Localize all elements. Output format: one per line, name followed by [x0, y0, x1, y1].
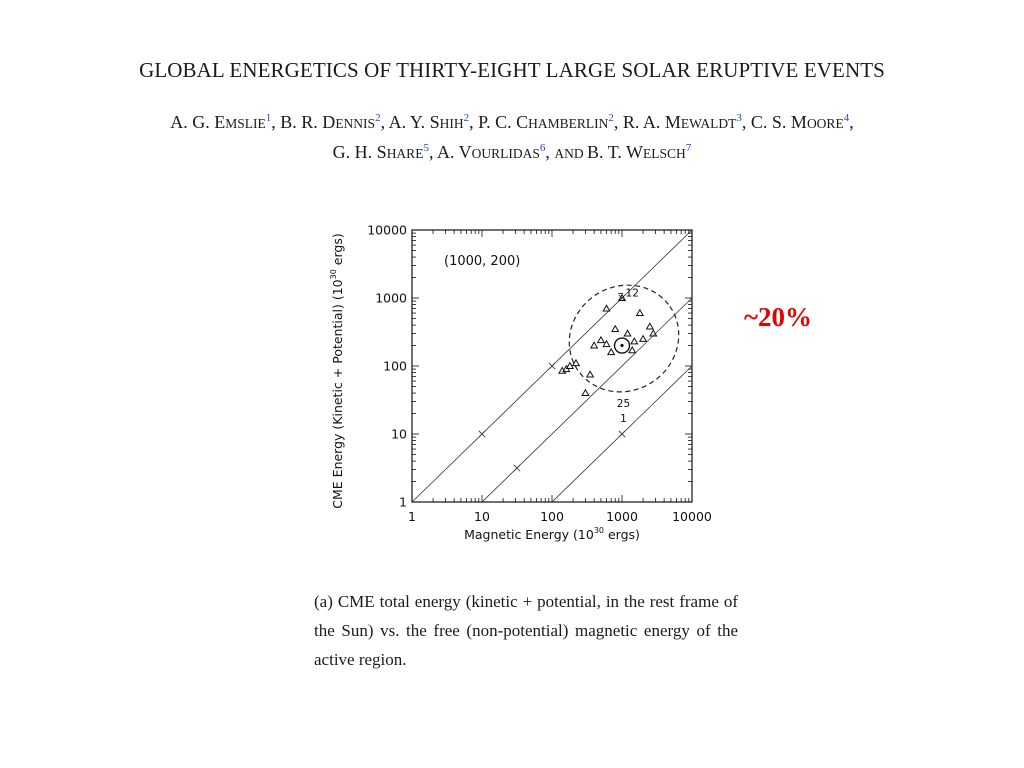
x-tick-label: 10000: [672, 509, 712, 524]
x-tick-label: 1000: [606, 509, 638, 524]
affiliation-mark[interactable]: 6: [539, 142, 546, 154]
figure-energy-scatter: 1 10 100 1000 10000 1 10 100 1000 10000 Magnetic E…: [325, 185, 725, 565]
data-point: [571, 358, 581, 367]
author-initials: B. T. W: [587, 142, 644, 162]
data-point: [602, 339, 611, 348]
author-name: R. A. Mewaldt3,: [623, 112, 751, 132]
affiliation-mark[interactable]: 1: [265, 112, 272, 124]
affiliation-mark[interactable]: 3: [736, 112, 742, 124]
paper-title: GLOBAL ENERGETICS OF THIRTY-EIGHT LARGE …: [139, 58, 885, 82]
author-initials: A. V: [436, 142, 472, 162]
data-point: [630, 337, 639, 345]
data-point: [565, 361, 575, 369]
data-point: [581, 388, 590, 397]
data-point: [585, 370, 595, 378]
author-name: B. R. Dennis2,: [280, 112, 388, 132]
author-list: A. G. Emslie1, B. R. Dennis2, A. Y. Shih…: [20, 108, 1004, 168]
mean-point-dot: [620, 343, 624, 348]
point-label: 12: [626, 288, 639, 300]
y-axis-label: CME Energy (Kinetic + Potential) (1030 e…: [329, 233, 345, 508]
x-tick-label: 100: [540, 509, 564, 524]
affiliation-mark[interactable]: 7: [685, 142, 692, 154]
author-name: A. G. Emslie1,: [170, 112, 280, 132]
ratio-marker: [513, 464, 521, 472]
author-name: B. T. Welsch7: [587, 142, 691, 162]
data-point: [558, 366, 567, 374]
y-tick-label: 1000: [375, 291, 407, 306]
chart-annotation: (1000, 200): [444, 254, 520, 269]
affiliation-mark[interactable]: 2: [463, 112, 470, 124]
ratio-line: [551, 365, 692, 502]
author-initials: A. G. E: [170, 112, 226, 132]
author-surname: ewaldt: [680, 116, 737, 131]
author-initials: G. H. S: [332, 142, 387, 162]
figure-caption: (a) CME total energy (kinetic + potentia…: [314, 592, 738, 669]
data-point: [596, 335, 606, 344]
data-point: [606, 347, 616, 356]
author-separator: ,: [271, 112, 281, 132]
data-point: [628, 346, 637, 354]
author-separator: ,: [545, 142, 555, 162]
author-surname: hamberlin: [528, 116, 609, 131]
author-surname: ourlidas: [471, 146, 540, 161]
author-surname: hare: [386, 146, 424, 161]
author-surname: ennis: [335, 116, 376, 131]
ratio-marker: [618, 430, 626, 438]
data-point: [649, 329, 658, 337]
data-point: [635, 308, 645, 317]
author-surname: oore: [806, 116, 844, 131]
x-axis-label: Magnetic Energy (1030 ergs): [464, 526, 640, 542]
author-name: A. Vourlidas6,: [437, 142, 554, 162]
y-tick-label: 100: [383, 359, 407, 374]
data-point: [562, 364, 571, 373]
author-separator: ,: [428, 142, 437, 162]
author-name: G. H. Share5,: [333, 142, 437, 162]
y-tick-label: 10000: [367, 223, 407, 238]
data-point: [638, 334, 648, 342]
data-point: [617, 293, 627, 301]
author-name: C. S. Moore4,: [751, 112, 854, 132]
author-separator: ,: [380, 112, 389, 132]
data-point: [589, 341, 599, 349]
author-separator: ,: [613, 112, 623, 132]
author-name: and: [554, 142, 587, 162]
author-name: P. C. Chamberlin2,: [478, 112, 623, 132]
y-tick-label: 1: [399, 495, 407, 510]
affiliation-mark[interactable]: 5: [423, 142, 429, 154]
affiliation-mark[interactable]: 2: [608, 112, 614, 124]
x-tick-label: 10: [474, 509, 490, 524]
author-name: A. Y. Shih2,: [389, 112, 479, 132]
x-tick-label: 1: [408, 509, 416, 524]
author-initials: A. Y. S: [388, 112, 440, 132]
author-initials: R. A. M: [622, 112, 681, 132]
point-label: 25: [617, 398, 630, 410]
author-separator: ,: [849, 112, 854, 132]
point-label: 1: [620, 413, 627, 425]
ratio-marker: [548, 362, 556, 370]
data-point: [611, 324, 620, 332]
author-initials: P. C. C: [478, 112, 529, 132]
ratio-marker: [478, 430, 486, 438]
author-surname: and: [554, 146, 588, 161]
author-surname: mslie: [225, 116, 266, 131]
data-point: [645, 322, 655, 330]
author-surname: elsch: [643, 146, 686, 161]
efficiency-annotation: ~20%: [744, 302, 813, 332]
author-separator: ,: [741, 112, 751, 132]
author-initials: B. R. D: [280, 112, 336, 132]
author-line-1: A. G. Emslie1, B. R. Dennis2, A. Y. Shih…: [20, 108, 1004, 138]
data-point: [602, 304, 611, 312]
affiliation-mark[interactable]: 2: [375, 112, 381, 124]
affiliation-mark[interactable]: 4: [843, 112, 850, 124]
author-surname: hih: [439, 116, 464, 131]
data-point: [623, 329, 632, 337]
scatter-chart: 1 10 100 1000 10000 1 10 100 1000 10000 Magnetic E…: [329, 223, 712, 543]
author-line-2: G. H. Share5, A. Vourlidas6, and B. T. W…: [20, 138, 1004, 168]
author-initials: C. S. M: [750, 112, 807, 132]
y-tick-label: 10: [391, 427, 407, 442]
author-separator: ,: [469, 112, 479, 132]
ratio-line: [481, 297, 692, 502]
